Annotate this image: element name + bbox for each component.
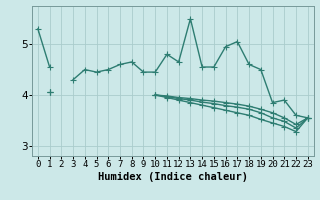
X-axis label: Humidex (Indice chaleur): Humidex (Indice chaleur) [98,172,248,182]
